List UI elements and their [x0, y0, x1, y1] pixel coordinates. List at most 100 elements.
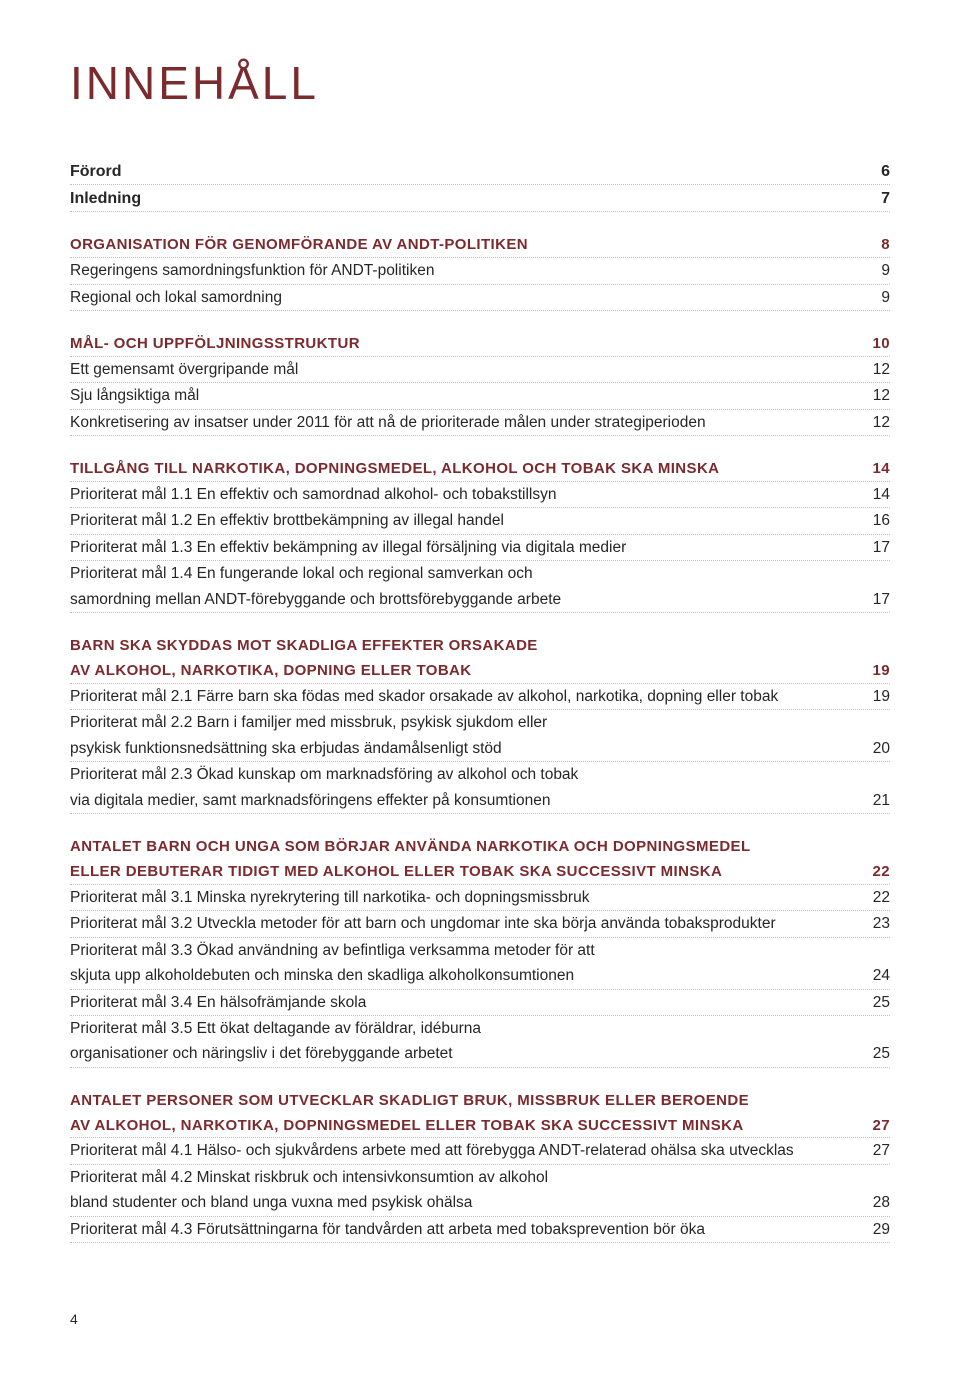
- spacer: [70, 1068, 890, 1088]
- toc-heading-label: ANTALET PERSONER SOM UTVECKLAR SKADLIGT …: [70, 1090, 890, 1112]
- toc-entry-page: 20: [861, 740, 890, 758]
- toc-section-heading: ANTALET BARN OCH UNGA SOM BÖRJAR ANVÄNDA…: [70, 834, 890, 859]
- toc-entry-page: 19: [861, 688, 890, 706]
- toc-entry-label: Prioriterat mål 3.4 En hälsofrämjande sk…: [70, 992, 861, 1014]
- spacer: [70, 613, 890, 633]
- table-of-contents: Förord6Inledning7ORGANISATION FÖR GENOMF…: [70, 158, 890, 1263]
- toc-entry-label: Konkretisering av insatser under 2011 fö…: [70, 412, 861, 434]
- toc-entry-row: Prioriterat mål 3.1 Minska nyrekrytering…: [70, 885, 890, 911]
- toc-entry-row: Prioriterat mål 2.2 Barn i familjer med …: [70, 710, 890, 735]
- toc-entry-page: 12: [861, 387, 890, 405]
- toc-section-heading: ELLER DEBUTERAR TIDIGT MED ALKOHOL ELLER…: [70, 859, 890, 885]
- toc-heading-label: ELLER DEBUTERAR TIDIGT MED ALKOHOL ELLER…: [70, 861, 861, 883]
- toc-entry-label: organisationer och näringsliv i det före…: [70, 1043, 861, 1065]
- toc-entry-row: organisationer och näringsliv i det före…: [70, 1041, 890, 1067]
- toc-entry-row: Prioriterat mål 3.2 Utveckla metoder för…: [70, 911, 890, 937]
- toc-entry-label: Prioriterat mål 4.1 Hälso- och sjukvårde…: [70, 1140, 861, 1162]
- toc-heading-page: 19: [861, 662, 891, 679]
- toc-entry-row: Prioriterat mål 3.3 Ökad användning av b…: [70, 938, 890, 963]
- toc-heading-label: ORGANISATION FÖR GENOMFÖRANDE AV ANDT-PO…: [70, 234, 869, 256]
- toc-entry-label: Prioriterat mål 4.3 Förutsättningarna fö…: [70, 1219, 861, 1241]
- toc-entry-label: Prioriterat mål 3.1 Minska nyrekrytering…: [70, 887, 861, 909]
- toc-entry-label: Sju långsiktiga mål: [70, 385, 861, 407]
- toc-section-heading: MÅL- OCH UPPFÖLJNINGSSTRUKTUR10: [70, 331, 890, 357]
- toc-heading-page: 10: [861, 335, 891, 352]
- toc-entry-label: Prioriterat mål 2.2 Barn i familjer med …: [70, 712, 890, 734]
- toc-entry-row: Regeringens samordningsfunktion för ANDT…: [70, 258, 890, 284]
- toc-entry-page: 22: [861, 889, 890, 907]
- toc-entry-row: Prioriterat mål 3.4 En hälsofrämjande sk…: [70, 990, 890, 1016]
- toc-entry-label: samordning mellan ANDT-förebyggande och …: [70, 589, 861, 611]
- toc-entry-page: 27: [861, 1142, 890, 1160]
- toc-entry-row: Prioriterat mål 1.1 En effektiv och samo…: [70, 482, 890, 508]
- toc-entry-label: psykisk funktionsnedsättning ska erbjuda…: [70, 738, 861, 760]
- spacer: [70, 1243, 890, 1263]
- toc-intro-page: 7: [869, 190, 890, 208]
- toc-entry-row: Prioriterat mål 4.2 Minskat riskbruk och…: [70, 1165, 890, 1190]
- toc-entry-label: Prioriterat mål 3.3 Ökad användning av b…: [70, 940, 890, 962]
- toc-entry-label: bland studenter och bland unga vuxna med…: [70, 1192, 861, 1214]
- toc-entry-page: 24: [861, 967, 890, 985]
- toc-intro-page: 6: [869, 163, 890, 181]
- toc-entry-page: 14: [861, 486, 890, 504]
- toc-entry-label: Prioriterat mål 1.3 En effektiv bekämpni…: [70, 537, 861, 559]
- toc-intro-row: Inledning7: [70, 185, 890, 212]
- toc-entry-page: 17: [861, 591, 890, 609]
- toc-entry-page: 16: [861, 512, 890, 530]
- toc-entry-row: Prioriterat mål 3.5 Ett ökat deltagande …: [70, 1016, 890, 1041]
- toc-heading-page: 14: [861, 460, 891, 477]
- toc-entry-page: 9: [869, 262, 890, 280]
- toc-entry-label: Ett gemensamt övergripande mål: [70, 359, 861, 381]
- toc-intro-label: Förord: [70, 160, 869, 183]
- toc-entry-page: 25: [861, 994, 890, 1012]
- toc-heading-label: ANTALET BARN OCH UNGA SOM BÖRJAR ANVÄNDA…: [70, 836, 890, 858]
- toc-entry-row: Sju långsiktiga mål12: [70, 383, 890, 409]
- toc-entry-row: Konkretisering av insatser under 2011 fö…: [70, 410, 890, 436]
- toc-heading-label: MÅL- OCH UPPFÖLJNINGSSTRUKTUR: [70, 333, 861, 355]
- spacer: [70, 212, 890, 232]
- toc-entry-row: Prioriterat mål 2.3 Ökad kunskap om mark…: [70, 762, 890, 787]
- toc-intro-label: Inledning: [70, 187, 869, 210]
- toc-entry-row: Prioriterat mål 4.1 Hälso- och sjukvårde…: [70, 1138, 890, 1164]
- toc-entry-label: Regional och lokal samordning: [70, 287, 869, 309]
- toc-entry-row: Prioriterat mål 1.4 En fungerande lokal …: [70, 561, 890, 586]
- toc-entry-label: Prioriterat mål 3.2 Utveckla metoder för…: [70, 913, 861, 935]
- toc-entry-page: 12: [861, 361, 890, 379]
- toc-section-heading: AV ALKOHOL, NARKOTIKA, DOPNINGSMEDEL ELL…: [70, 1113, 890, 1139]
- toc-section-heading: TILLGÅNG TILL NARKOTIKA, DOPNINGSMEDEL, …: [70, 456, 890, 482]
- toc-section-heading: ANTALET PERSONER SOM UTVECKLAR SKADLIGT …: [70, 1088, 890, 1113]
- toc-heading-page: 8: [869, 236, 890, 253]
- toc-heading-label: TILLGÅNG TILL NARKOTIKA, DOPNINGSMEDEL, …: [70, 458, 861, 480]
- toc-entry-label: Prioriterat mål 2.3 Ökad kunskap om mark…: [70, 764, 890, 786]
- toc-entry-label: Regeringens samordningsfunktion för ANDT…: [70, 260, 869, 282]
- toc-entry-page: 29: [861, 1221, 890, 1239]
- toc-entry-row: skjuta upp alkoholdebuten och minska den…: [70, 963, 890, 989]
- toc-entry-page: 21: [861, 792, 890, 810]
- page-number: 4: [70, 1311, 890, 1327]
- toc-entry-label: Prioriterat mål 4.2 Minskat riskbruk och…: [70, 1167, 890, 1189]
- toc-entry-label: Prioriterat mål 2.1 Färre barn ska födas…: [70, 686, 861, 708]
- spacer: [70, 814, 890, 834]
- toc-entry-label: via digitala medier, samt marknadsföring…: [70, 790, 861, 812]
- toc-entry-row: Prioriterat mål 2.1 Färre barn ska födas…: [70, 684, 890, 710]
- toc-heading-page: 22: [861, 863, 891, 880]
- toc-entry-page: 12: [861, 414, 890, 432]
- toc-entry-label: Prioriterat mål 1.4 En fungerande lokal …: [70, 563, 890, 585]
- toc-entry-label: Prioriterat mål 1.1 En effektiv och samo…: [70, 484, 861, 506]
- toc-section-heading: ORGANISATION FÖR GENOMFÖRANDE AV ANDT-PO…: [70, 232, 890, 258]
- toc-entry-page: 25: [861, 1045, 890, 1063]
- toc-heading-page: 27: [861, 1117, 891, 1134]
- spacer: [70, 311, 890, 331]
- toc-entry-row: samordning mellan ANDT-förebyggande och …: [70, 587, 890, 613]
- toc-heading-label: AV ALKOHOL, NARKOTIKA, DOPNINGSMEDEL ELL…: [70, 1115, 861, 1137]
- toc-entry-row: Ett gemensamt övergripande mål12: [70, 357, 890, 383]
- toc-heading-label: BARN SKA SKYDDAS MOT SKADLIGA EFFEKTER O…: [70, 635, 890, 657]
- page-title: INNEHÅLL: [70, 56, 890, 110]
- toc-entry-page: 28: [861, 1194, 890, 1212]
- toc-entry-row: Prioriterat mål 1.2 En effektiv brottbek…: [70, 508, 890, 534]
- toc-section-heading: BARN SKA SKYDDAS MOT SKADLIGA EFFEKTER O…: [70, 633, 890, 658]
- toc-entry-label: Prioriterat mål 3.5 Ett ökat deltagande …: [70, 1018, 890, 1040]
- toc-heading-label: AV ALKOHOL, NARKOTIKA, DOPNING ELLER TOB…: [70, 660, 861, 682]
- toc-entry-label: Prioriterat mål 1.2 En effektiv brottbek…: [70, 510, 861, 532]
- toc-entry-label: skjuta upp alkoholdebuten och minska den…: [70, 965, 861, 987]
